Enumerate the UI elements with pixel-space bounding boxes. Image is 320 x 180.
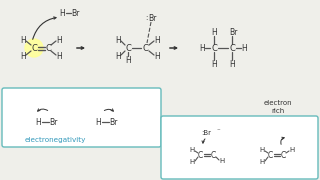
Circle shape — [25, 39, 43, 57]
Text: H: H — [125, 55, 131, 64]
Text: electronegativity: electronegativity — [24, 137, 86, 143]
Text: H: H — [56, 35, 62, 44]
Text: H: H — [189, 159, 195, 165]
Text: H: H — [115, 51, 121, 60]
Text: H: H — [56, 51, 62, 60]
Text: electron: electron — [264, 100, 292, 106]
Text: H: H — [260, 159, 265, 165]
Text: :Br: :Br — [201, 130, 211, 136]
Text: H: H — [211, 28, 217, 37]
Text: H: H — [189, 147, 195, 153]
Text: C: C — [125, 44, 131, 53]
Text: H: H — [154, 35, 160, 44]
Text: H: H — [154, 51, 160, 60]
Text: Br: Br — [148, 14, 156, 22]
Text: C: C — [268, 150, 273, 159]
Text: H: H — [115, 35, 121, 44]
Text: C: C — [142, 44, 148, 53]
Text: H: H — [35, 118, 41, 127]
Text: C: C — [45, 44, 51, 53]
Text: H: H — [20, 35, 26, 44]
Text: ⁻: ⁻ — [216, 128, 220, 134]
Text: C: C — [210, 150, 216, 159]
FancyBboxPatch shape — [2, 88, 161, 147]
Text: C: C — [280, 150, 286, 159]
Text: Br: Br — [49, 118, 57, 127]
Text: H: H — [289, 147, 295, 153]
Text: H: H — [220, 158, 225, 164]
Text: rich: rich — [271, 108, 284, 114]
Text: H: H — [229, 60, 235, 69]
Text: C: C — [229, 44, 235, 53]
FancyBboxPatch shape — [161, 116, 318, 179]
Text: C: C — [197, 150, 203, 159]
Text: H: H — [211, 60, 217, 69]
Text: H: H — [59, 8, 65, 17]
Text: H: H — [260, 147, 265, 153]
Text: C: C — [211, 44, 217, 53]
Text: H: H — [241, 44, 247, 53]
Text: Br: Br — [109, 118, 117, 127]
Text: C: C — [31, 44, 37, 53]
Text: H: H — [199, 44, 205, 53]
Text: Br: Br — [71, 8, 79, 17]
Text: H: H — [20, 51, 26, 60]
Text: Br: Br — [229, 28, 237, 37]
Text: :: : — [145, 15, 147, 21]
Text: H: H — [95, 118, 101, 127]
